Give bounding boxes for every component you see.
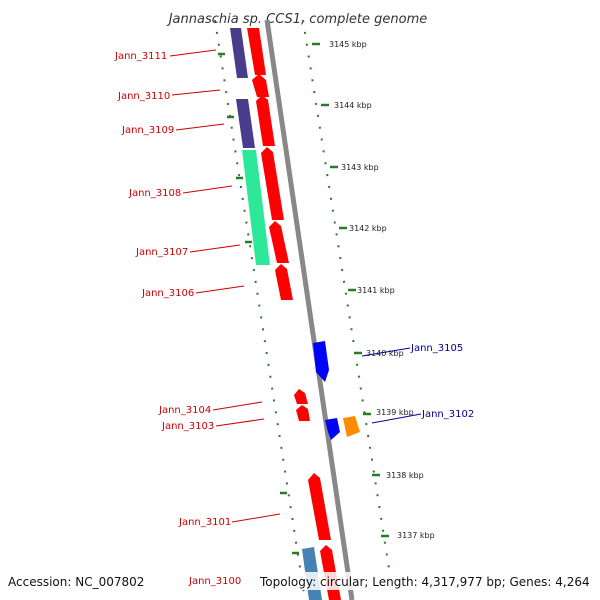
scale-label: 3140 kbp (366, 349, 404, 358)
inner-ticks (218, 52, 299, 555)
scale-label: 3141 kbp (357, 286, 395, 295)
gene-label[interactable]: Jann_3101 (178, 517, 231, 528)
gene-feature[interactable] (313, 341, 329, 382)
leader-line (175, 123, 225, 131)
gene-label[interactable]: Jann_3111 (114, 51, 167, 62)
gene-feature[interactable] (242, 150, 270, 265)
scale-labels: 3145 kbp 3144 kbp 3143 kbp 3142 kbp 3141… (329, 40, 435, 540)
gene-feature[interactable] (247, 28, 266, 75)
gene-label[interactable]: Jann_3102 (421, 409, 474, 420)
gene-label[interactable]: Jann_3103 (161, 421, 214, 432)
gene-feature[interactable] (308, 473, 331, 540)
gene-feature[interactable] (294, 389, 308, 404)
scale-label: 3139 kbp (376, 408, 414, 417)
gene-feature[interactable] (252, 74, 269, 97)
gene-label[interactable]: Jann_3109 (121, 125, 174, 136)
leader-line (195, 285, 245, 294)
leader-line (361, 347, 411, 357)
gene-feature[interactable] (230, 28, 248, 78)
gene-label[interactable]: Jann_3107 (135, 247, 188, 258)
gene-feature[interactable] (275, 264, 293, 300)
gene-feature[interactable] (256, 95, 275, 146)
accession-text: Accession: NC_007802 (8, 575, 144, 589)
scale-label: 3138 kbp (386, 471, 424, 480)
gene-feature[interactable] (261, 147, 284, 220)
topology-text: Topology: circular; Length: 4,317,977 bp… (259, 575, 590, 589)
scale-label: 3142 kbp (349, 224, 387, 233)
gene-label[interactable]: Jann_3104 (158, 405, 211, 416)
gene-feature[interactable] (296, 405, 310, 421)
leader-line (371, 413, 422, 424)
leader-line (215, 418, 265, 427)
leader-lines (169, 49, 422, 523)
outer-scale-track (302, 19, 391, 576)
gene-feature[interactable] (325, 418, 340, 440)
gene-feature[interactable] (236, 99, 255, 148)
scale-label: 3143 kbp (341, 163, 379, 172)
gene-label[interactable]: Jann_3105 (410, 343, 463, 354)
leader-line (189, 244, 241, 253)
scale-ticks (312, 42, 389, 538)
gene-labels: Jann_3111 Jann_3110 Jann_3109 Jann_3108 … (114, 51, 474, 587)
scale-label: 3137 kbp (397, 531, 435, 540)
footer-topology-backdrop (258, 572, 592, 590)
gene-label[interactable]: Jann_3108 (128, 188, 181, 199)
scale-label: 3144 kbp (334, 101, 372, 110)
gene-feature[interactable] (343, 416, 360, 437)
scale-label: 3145 kbp (329, 40, 367, 49)
leader-line (231, 513, 281, 523)
leader-line (171, 89, 221, 96)
gene-feature[interactable] (269, 221, 289, 263)
gene-label[interactable]: Jann_3110 (117, 91, 170, 102)
leader-line (212, 401, 263, 411)
leader-line (182, 185, 233, 194)
map-title: Jannaschia sp. CCS1, complete genome (166, 12, 428, 27)
genome-backbone (264, 19, 355, 600)
leader-line (169, 49, 217, 57)
gene-label[interactable]: Jann_3106 (141, 288, 194, 299)
gene-label[interactable]: Jann_3100 (188, 576, 241, 587)
